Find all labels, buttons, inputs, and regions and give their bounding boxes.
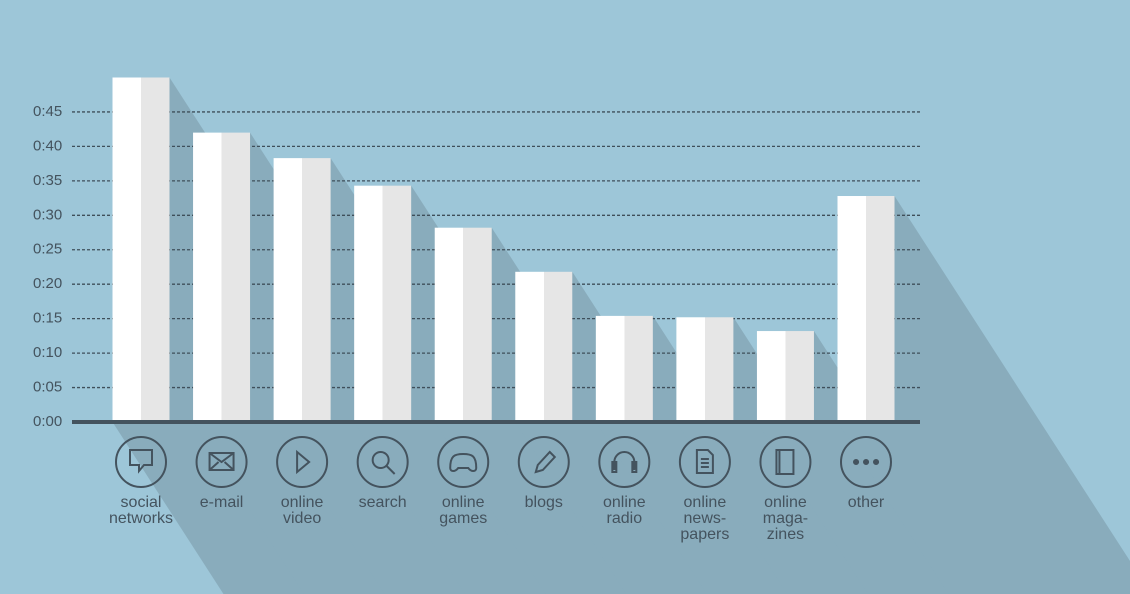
category-icon xyxy=(195,436,248,488)
category-glyph xyxy=(534,450,557,474)
bar xyxy=(434,227,492,422)
category-icon xyxy=(598,436,651,488)
category-icon xyxy=(517,436,570,488)
y-tick-label: 0:40 xyxy=(33,137,62,154)
category-icon xyxy=(759,436,812,488)
category-icon xyxy=(276,436,329,488)
category-glyph xyxy=(208,452,235,471)
category-icon xyxy=(356,436,409,488)
x-tick-label: e-mail xyxy=(199,494,244,511)
y-tick-label: 0:35 xyxy=(33,172,62,189)
x-tick-label: blogs xyxy=(524,494,563,511)
bar xyxy=(837,196,895,422)
bar xyxy=(756,331,814,422)
category-glyph xyxy=(695,449,714,474)
bars xyxy=(72,77,920,424)
category-glyph xyxy=(371,451,390,469)
category-icon xyxy=(115,436,167,488)
x-tick-label: online maga- zines xyxy=(762,494,809,543)
x-tick-label: online video xyxy=(280,494,324,527)
x-tick-label: social networks xyxy=(108,494,174,527)
category-glyph xyxy=(449,452,478,472)
x-tick-label: online games xyxy=(439,494,488,527)
bar xyxy=(354,185,412,422)
category-glyph xyxy=(296,449,311,475)
x-tick-label: online news- papers xyxy=(680,494,730,543)
y-tick-label: 0:00 xyxy=(33,413,62,430)
x-tick-label: other xyxy=(847,494,885,511)
bar xyxy=(193,132,251,422)
category-icon xyxy=(437,436,490,488)
x-tick-label: search xyxy=(358,494,407,511)
y-tick-label: 0:25 xyxy=(33,241,62,258)
bar xyxy=(595,315,653,422)
bar xyxy=(515,271,573,422)
category-glyph xyxy=(611,451,638,473)
bar xyxy=(112,77,170,422)
bar xyxy=(273,158,331,422)
category-icon xyxy=(840,436,892,488)
category-glyph xyxy=(385,465,396,475)
category-glyph xyxy=(775,449,795,475)
y-tick-label: 0:10 xyxy=(33,344,62,361)
y-tick-label: 0:20 xyxy=(33,275,62,292)
y-tick-label: 0:45 xyxy=(33,103,62,120)
icons xyxy=(115,436,892,488)
bar-shadow xyxy=(837,196,1130,594)
x-tick-label: online radio xyxy=(602,494,646,527)
y-tick-label: 0:05 xyxy=(33,379,62,396)
y-tick-label: 0:15 xyxy=(33,310,62,327)
bar xyxy=(676,317,734,422)
category-icon xyxy=(678,436,731,488)
category-glyph xyxy=(129,449,153,474)
y-tick-label: 0:30 xyxy=(33,206,62,223)
